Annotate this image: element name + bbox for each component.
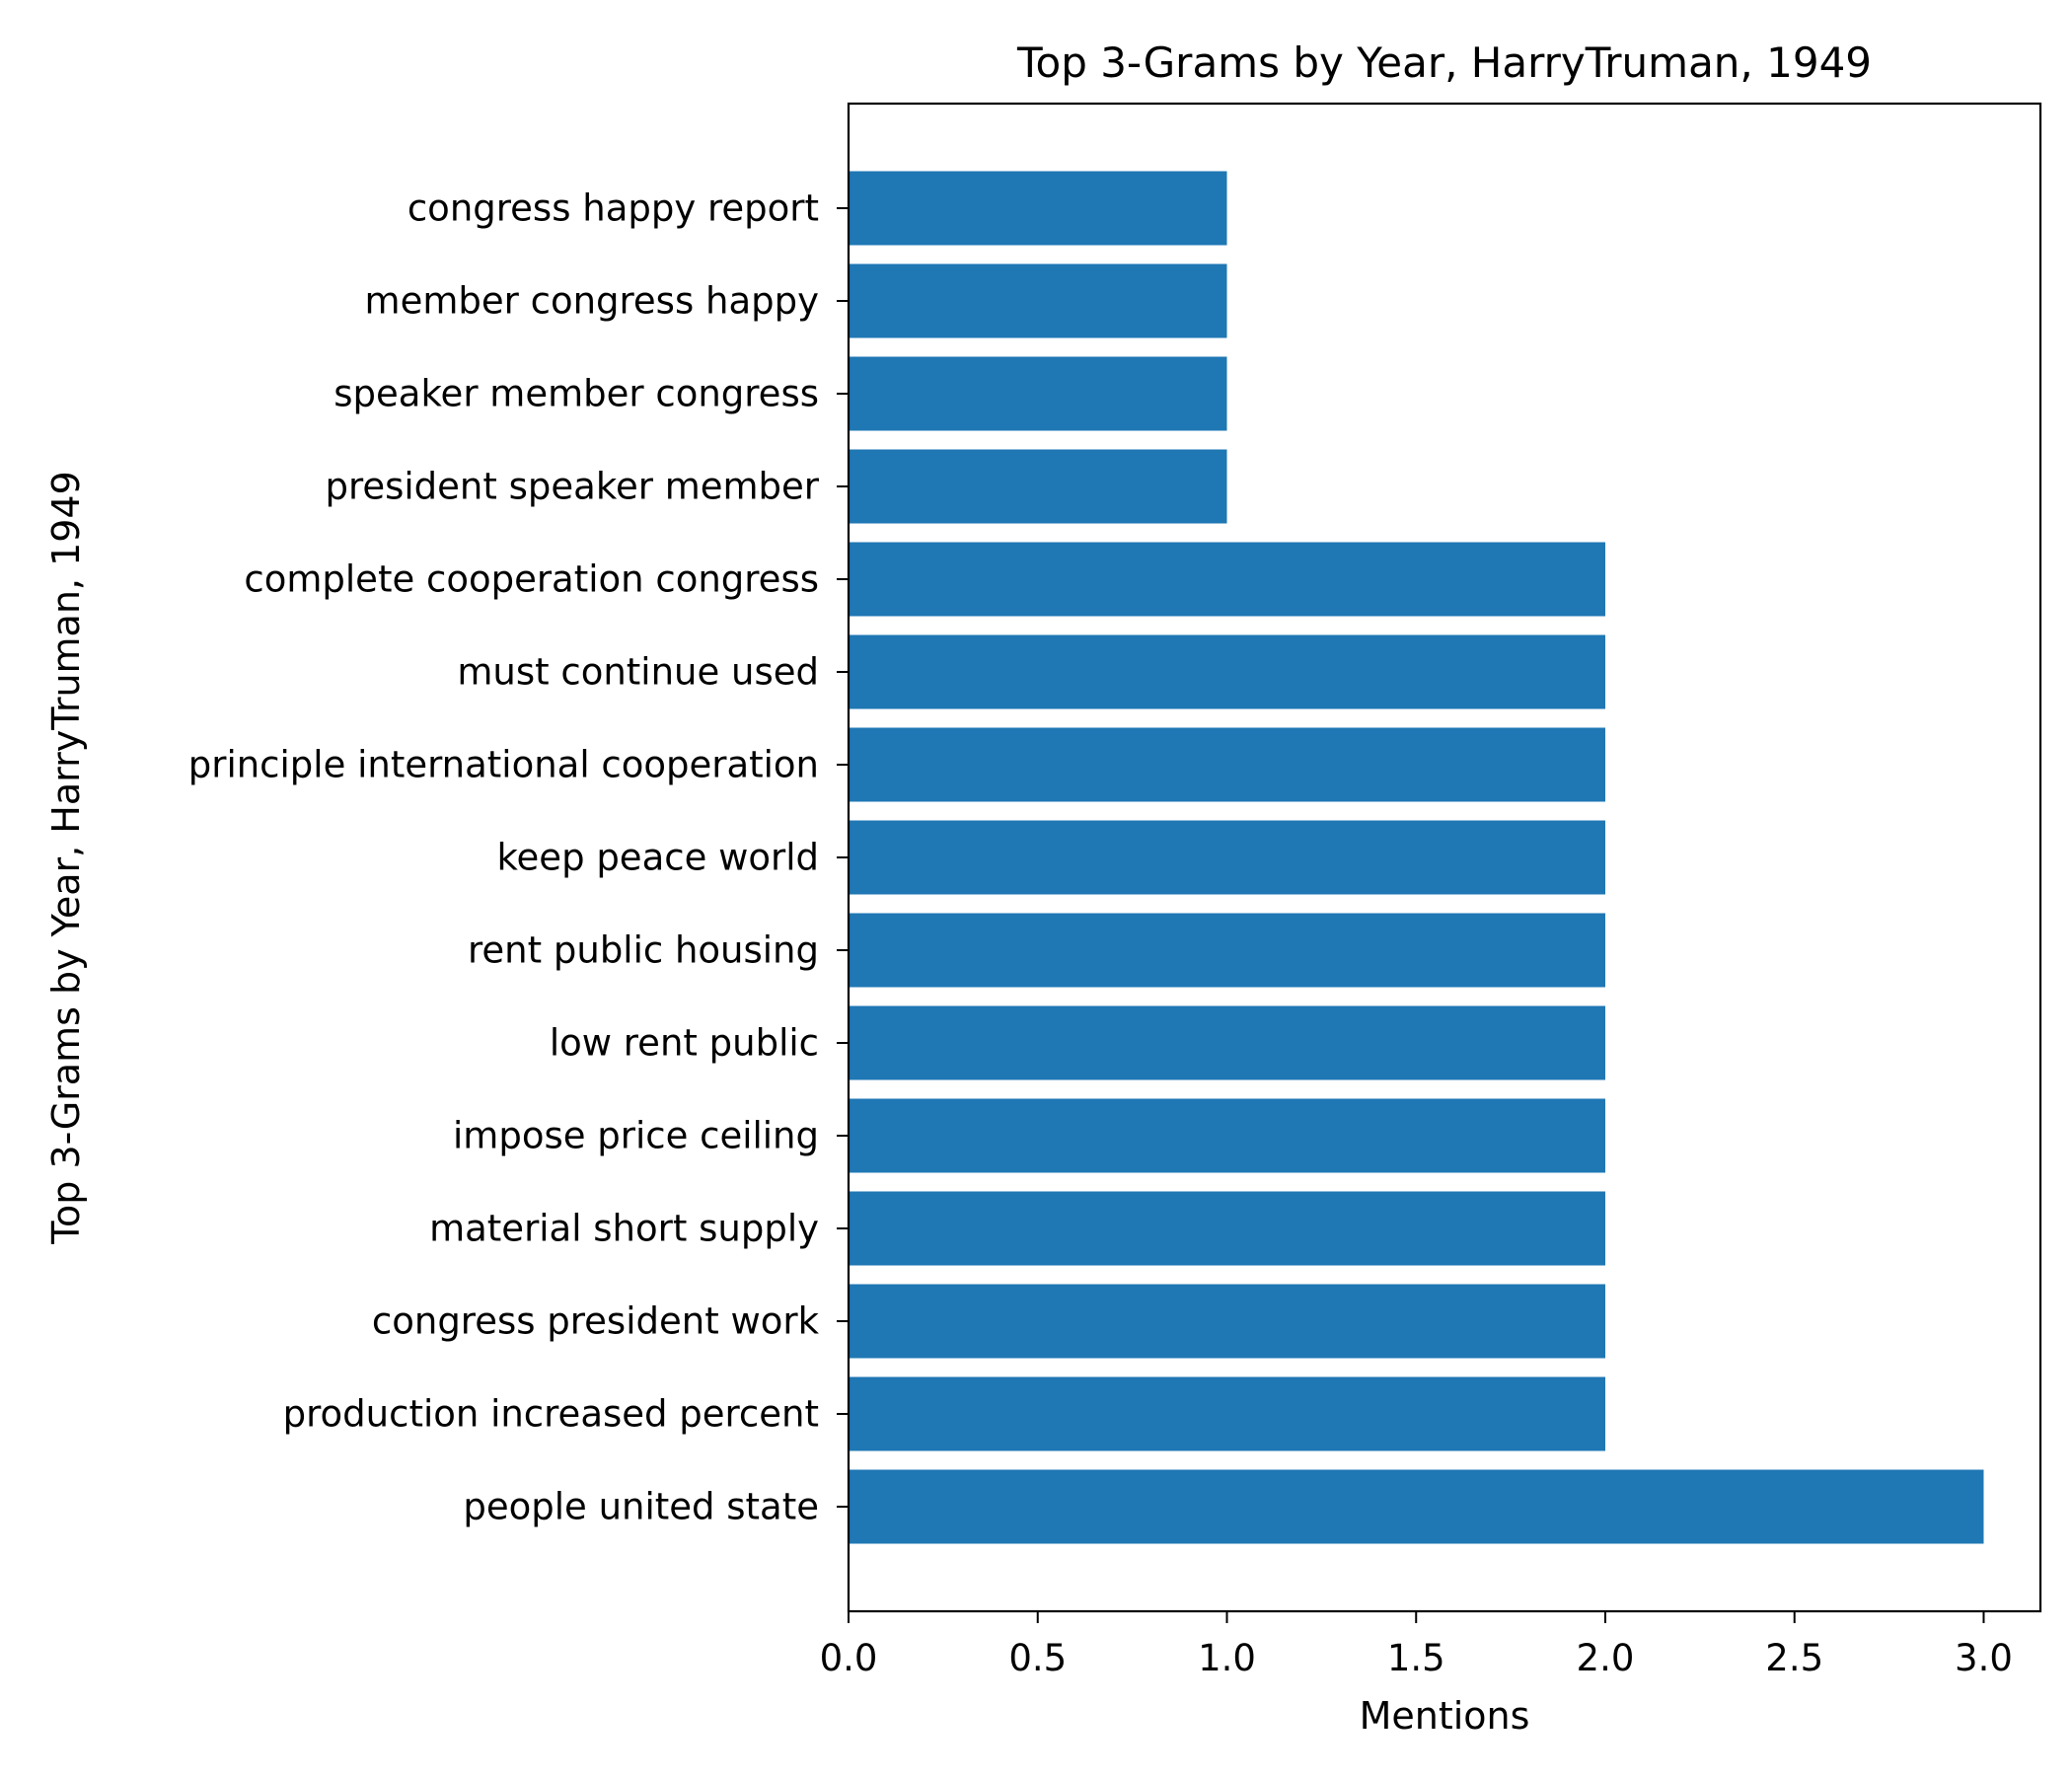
y-tick-label: complete cooperation congress: [244, 558, 819, 601]
y-tick-label: president speaker member: [325, 466, 819, 508]
y-tick-label: congress happy report: [407, 187, 819, 230]
y-tick-label: low rent public: [550, 1022, 819, 1065]
bar: [849, 1191, 1605, 1266]
bar: [849, 1005, 1605, 1080]
y-tick-label: rent public housing: [468, 929, 819, 972]
bar: [849, 1098, 1605, 1173]
bar: [849, 727, 1605, 802]
bars-layer: [849, 171, 1984, 1544]
x-tick-label: 3.0: [1955, 1637, 2013, 1679]
bar: [849, 634, 1605, 709]
x-axis-label: Mentions: [1360, 1694, 1530, 1738]
y-tick-label: must continue used: [457, 651, 819, 694]
y-tick-label: principle international cooperation: [188, 744, 819, 786]
y-tick-label: keep peace world: [496, 837, 819, 879]
y-tick-label: impose price ceiling: [453, 1115, 819, 1157]
y-tick-label: people united state: [463, 1486, 819, 1528]
bar: [849, 356, 1227, 431]
bar: [849, 1469, 1984, 1544]
y-tick-label: production increased percent: [283, 1393, 819, 1436]
x-tick-label: 2.0: [1577, 1637, 1635, 1679]
y-tick-label: speaker member congress: [333, 373, 819, 415]
bar: [849, 1284, 1605, 1359]
x-axis-ticks: 0.0 0.5 1.0 1.5 2.0 2.5 3.0: [820, 1611, 2013, 1679]
bar: [849, 820, 1605, 895]
bar: [849, 542, 1605, 617]
bar: [849, 449, 1227, 524]
bar: [849, 913, 1605, 988]
x-tick-label: 2.5: [1765, 1637, 1823, 1679]
y-axis-label: Top 3-Grams by Year, HarryTruman, 1949: [44, 471, 88, 1245]
x-tick-label: 0.0: [820, 1637, 878, 1679]
x-tick-label: 1.0: [1198, 1637, 1256, 1679]
chart-title: Top 3-Grams by Year, HarryTruman, 1949: [1016, 38, 1872, 87]
y-axis-ticks: people united state production increased …: [188, 187, 849, 1528]
bar: [849, 1376, 1605, 1451]
y-tick-label: congress president work: [372, 1300, 820, 1343]
bar: [849, 171, 1227, 246]
y-tick-label: member congress happy: [365, 280, 819, 323]
bar: [849, 263, 1227, 338]
x-tick-label: 0.5: [1008, 1637, 1067, 1679]
x-tick-label: 1.5: [1387, 1637, 1445, 1679]
y-tick-label: material short supply: [429, 1208, 819, 1250]
